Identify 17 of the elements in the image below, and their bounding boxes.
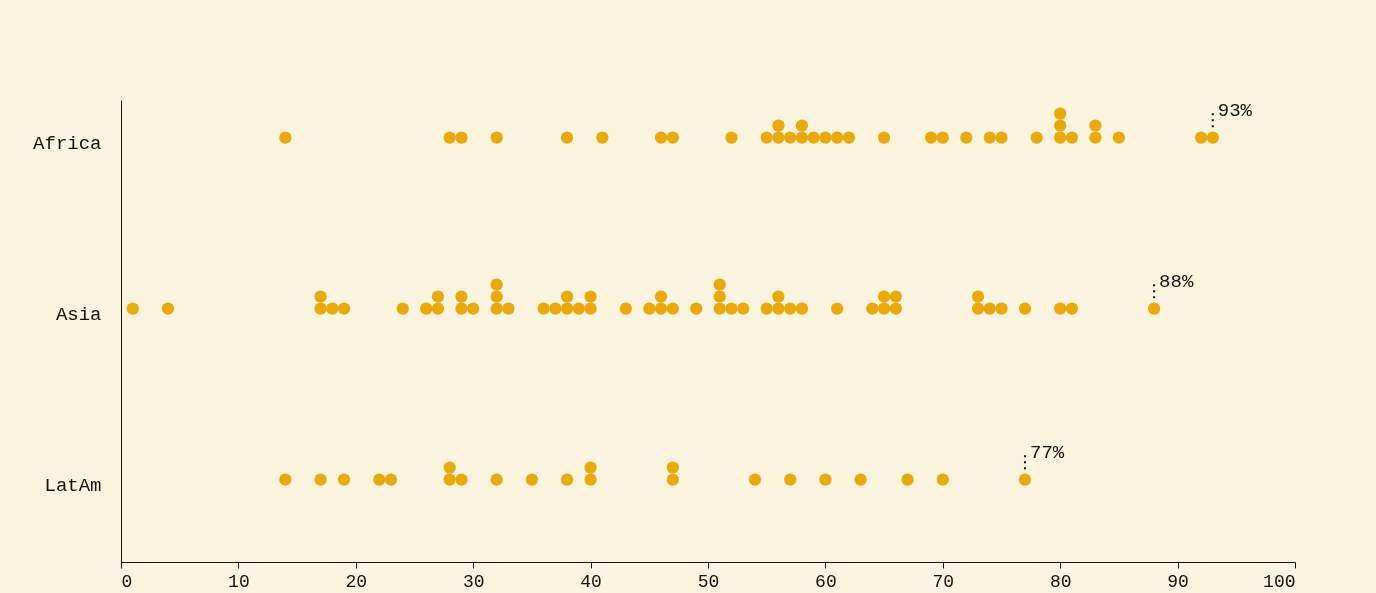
annotation: 77% <box>1029 442 1065 465</box>
x-tick-label: 10 <box>228 571 250 592</box>
x-tick-label: 30 <box>462 571 485 592</box>
x-tick-label: 40 <box>580 571 602 592</box>
x-tick-label: 80 <box>1049 571 1072 592</box>
y-tick-label: Asia <box>55 304 102 327</box>
x-tick-label: 20 <box>345 571 368 592</box>
y-tick-label: LatAm <box>44 475 102 498</box>
x-tick-label: 100 <box>1263 571 1296 592</box>
y-tick-label: Africa <box>33 133 102 156</box>
annotation: 93% <box>1217 100 1253 123</box>
x-tick-label: 50 <box>697 571 720 592</box>
x-tick-label: 60 <box>815 571 837 592</box>
x-tick-label: 0 <box>121 571 133 592</box>
x-tick-label: 90 <box>1167 571 1189 592</box>
annotation: 88% <box>1159 271 1194 294</box>
x-tick-label: 70 <box>932 571 955 592</box>
